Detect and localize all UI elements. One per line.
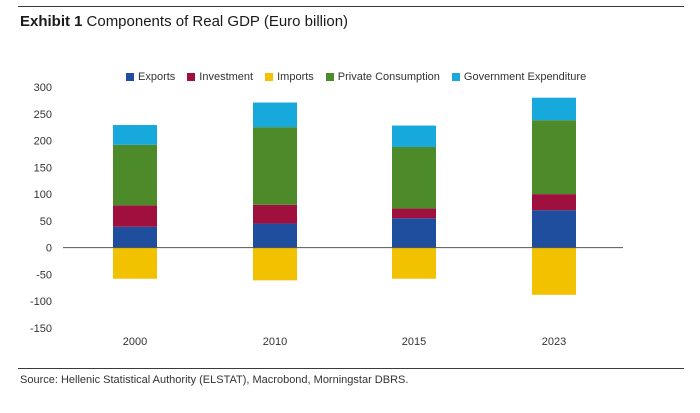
- stacked-bar-chart: -150 -100 -50 0 50 100 150 200 250 300 2000 2010 201…: [30, 82, 623, 348]
- chart-title: Components of Real GDP (Euro billion): [86, 13, 349, 30]
- bar-segment-private-consumption: [532, 120, 576, 195]
- bar-segment-investment: [113, 205, 157, 227]
- legend-item-government-expenditure: Government Expenditure: [451, 71, 587, 83]
- bar-segment-government-expenditure: [532, 97, 576, 121]
- top-divider: [18, 6, 684, 7]
- x-tick-label: 2010: [263, 336, 287, 348]
- y-tick-label: 150: [34, 162, 52, 174]
- legend-swatch-exports: [126, 73, 134, 81]
- legend-item-imports: Imports: [265, 71, 314, 83]
- bar-segment-investment: [392, 208, 436, 219]
- legend-item-investment: Investment: [187, 71, 253, 83]
- bar-segment-private-consumption: [253, 127, 297, 205]
- bar-segment-imports: [532, 247, 576, 295]
- y-tick-label: -150: [30, 323, 52, 335]
- legend-label-investment: Investment: [199, 71, 254, 83]
- legend-swatch-private-consumption: [325, 73, 334, 81]
- bar-segment-private-consumption: [113, 144, 157, 206]
- x-tick-label: 2015: [402, 336, 426, 348]
- legend-label-government-expenditure: Government Expenditure: [463, 71, 587, 83]
- legend-label-exports: Exports: [138, 71, 176, 83]
- bar-segment-exports: [253, 223, 297, 248]
- bar-segment-government-expenditure: [113, 125, 157, 145]
- legend-swatch-investment: [187, 73, 196, 81]
- legend-swatch-imports: [265, 73, 274, 81]
- exhibit-label: Exhibit 1: [20, 13, 83, 30]
- y-tick-label: -100: [30, 296, 52, 308]
- bar-segment-imports: [253, 247, 297, 281]
- exhibit-heading: Exhibit 1 Components of Real GDP (Euro bi…: [20, 13, 348, 30]
- bar-segment-exports: [113, 226, 157, 248]
- bar-segment-government-expenditure: [253, 102, 297, 128]
- legend-swatch-government-expenditure: [451, 73, 460, 81]
- bar-segment-government-expenditure: [392, 125, 436, 147]
- legend-item-exports: Exports: [126, 71, 175, 83]
- y-tick-label: 50: [40, 216, 52, 228]
- bar-segment-exports: [532, 210, 576, 248]
- bar-segment-imports: [113, 247, 157, 279]
- y-tick-label: 0: [46, 243, 52, 255]
- legend-label-imports: Imports: [277, 71, 314, 83]
- bar-segment-investment: [253, 204, 297, 224]
- legend-item-private-consumption: Private Consumption: [325, 71, 440, 83]
- y-tick-label: -50: [36, 269, 52, 281]
- y-tick-label: 100: [34, 189, 52, 201]
- source-note: Source: Hellenic Statistical Authority (…: [20, 374, 409, 386]
- legend-label-private-consumption: Private Consumption: [337, 71, 440, 83]
- x-tick-label: 2000: [123, 336, 147, 348]
- x-tick-label: 2023: [542, 336, 566, 348]
- y-tick-label: 300: [34, 82, 52, 94]
- bar-segment-imports: [392, 247, 436, 279]
- bottom-divider: [18, 368, 684, 369]
- bar-segment-private-consumption: [392, 146, 436, 209]
- chart-area: -150 -100 -50 0 50 100 150 200 250 300 2000 2010 201…: [0, 60, 700, 360]
- bar-segment-exports: [392, 218, 436, 248]
- y-tick-label: 200: [34, 136, 52, 148]
- y-tick-label: 250: [34, 109, 52, 121]
- bar-segment-investment: [532, 194, 576, 211]
- chart-legend: Exports Investment Imports Private Consu…: [126, 71, 586, 83]
